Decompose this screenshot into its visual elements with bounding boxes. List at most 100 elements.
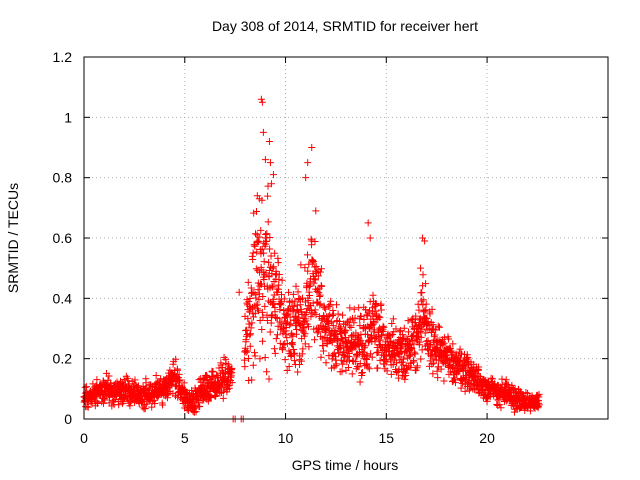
data-point [448, 348, 456, 356]
data-point [433, 367, 441, 375]
data-point [209, 368, 217, 376]
data-point [365, 365, 373, 373]
data-point [245, 298, 253, 306]
x-tick-label: 15 [379, 430, 395, 446]
data-point [313, 329, 321, 337]
data-point [297, 295, 305, 303]
data-point [392, 325, 400, 333]
data-point [94, 400, 102, 408]
data-point [259, 313, 267, 321]
data-point [511, 385, 519, 393]
data-point [284, 318, 292, 326]
data-point [426, 310, 434, 318]
data-point [449, 363, 457, 371]
data-point [258, 98, 266, 106]
data-point [228, 364, 236, 372]
data-point [273, 331, 281, 339]
data-point [278, 276, 286, 284]
data-point [332, 360, 340, 368]
data-point [439, 341, 447, 349]
data-point [244, 278, 252, 286]
data-point [267, 252, 275, 260]
data-point [200, 396, 208, 404]
data-point [151, 399, 159, 407]
x-tick-label: 5 [181, 430, 189, 446]
data-point [412, 312, 420, 320]
data-point [257, 95, 265, 103]
data-point [395, 374, 403, 382]
data-point [259, 337, 267, 345]
data-point [381, 357, 389, 365]
data-point [346, 322, 354, 330]
data-point [294, 368, 302, 376]
data-point [311, 276, 319, 284]
data-point [275, 270, 283, 278]
data-point [431, 331, 439, 339]
data-point [336, 318, 344, 326]
data-point [274, 322, 282, 330]
data-point [249, 313, 257, 321]
data-point [269, 171, 277, 179]
data-point [131, 376, 139, 384]
data-point [359, 348, 367, 356]
data-point [463, 354, 471, 362]
data-point [304, 159, 312, 167]
data-point [487, 374, 495, 382]
y-tick-label: 1.2 [53, 49, 73, 65]
data-point [440, 377, 448, 385]
data-point [419, 271, 427, 279]
data-point [522, 389, 530, 397]
data-point [262, 237, 270, 245]
data-point [299, 345, 307, 353]
data-point [301, 340, 309, 348]
data-point [376, 314, 384, 322]
data-point [285, 321, 293, 329]
data-point [289, 341, 297, 349]
data-point [351, 314, 359, 322]
data-point [253, 208, 261, 216]
data-point [242, 348, 250, 356]
data-point [285, 288, 293, 296]
y-tick-label: 0 [64, 411, 72, 427]
data-point [404, 328, 412, 336]
data-point [274, 288, 282, 296]
data-point [244, 315, 252, 323]
data-point [375, 312, 383, 320]
data-point [84, 403, 92, 411]
data-point [207, 394, 215, 402]
data-point [340, 320, 348, 328]
data-point [172, 355, 180, 363]
data-point [290, 357, 298, 365]
data-point [266, 233, 274, 241]
data-point [312, 262, 320, 270]
data-point [317, 265, 325, 273]
y-tick-label: 0.6 [53, 230, 73, 246]
data-point [354, 340, 362, 348]
data-point [99, 377, 107, 385]
data-point [302, 174, 310, 182]
data-point [434, 322, 442, 330]
data-point [418, 289, 426, 297]
data-point [115, 401, 123, 409]
data-point [308, 237, 316, 245]
data-point [278, 291, 286, 299]
data-point [402, 348, 410, 356]
y-tick-label: 0.4 [53, 290, 73, 306]
data-point [139, 395, 147, 403]
data-point [262, 230, 270, 238]
data-point [279, 341, 287, 349]
data-point [337, 330, 345, 338]
data-point [291, 312, 299, 320]
data-point [148, 403, 156, 411]
data-point [297, 357, 305, 365]
data-point [295, 313, 303, 321]
data-point [428, 360, 436, 368]
data-point [457, 350, 465, 358]
data-point [180, 379, 188, 387]
data-point [269, 264, 277, 272]
data-point [152, 372, 160, 380]
data-point [159, 401, 167, 409]
data-point [225, 384, 233, 392]
data-point [418, 325, 426, 333]
y-tick-label: 0.2 [53, 351, 73, 367]
